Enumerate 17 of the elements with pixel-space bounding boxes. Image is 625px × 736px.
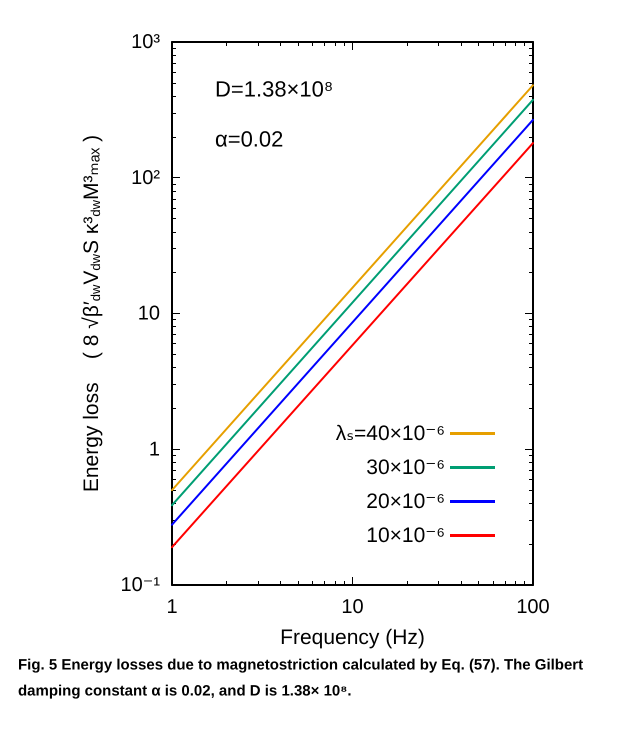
legend-label: λₛ=40×10⁻⁶: [336, 422, 445, 445]
y-axis-title: Energy loss ( 8 √β′dwVdwS κ³dwM³ₘₐₓ ): [80, 134, 103, 492]
x-tick-label: 1: [166, 596, 178, 618]
y-tick-label: 10²: [131, 166, 160, 189]
y-tick-label: 1: [148, 438, 160, 460]
legend-label: 10×10⁻⁶: [366, 524, 445, 547]
annotation: α=0.02: [215, 126, 284, 152]
legend-label: 30×10⁻⁶: [366, 456, 445, 479]
caption: Fig. 5 Energy losses due to magnetostriction calculated by Eq. (57). The Gilbert damping constant α is 0.02, and D is 1.38× 10⁸.: [18, 656, 588, 700]
y-tick-label: 10³: [131, 31, 160, 53]
x-axis-title: Frequency (Hz): [280, 626, 425, 649]
x-tick-label: 10: [341, 596, 364, 618]
legend-label: 20×10⁻⁶: [366, 490, 445, 513]
y-tick-label: 10⁻¹: [120, 574, 160, 596]
annotation: D=1.38×10⁸: [215, 76, 334, 102]
y-tick-label: 10: [138, 302, 160, 324]
x-tick-label: 100: [516, 596, 550, 618]
